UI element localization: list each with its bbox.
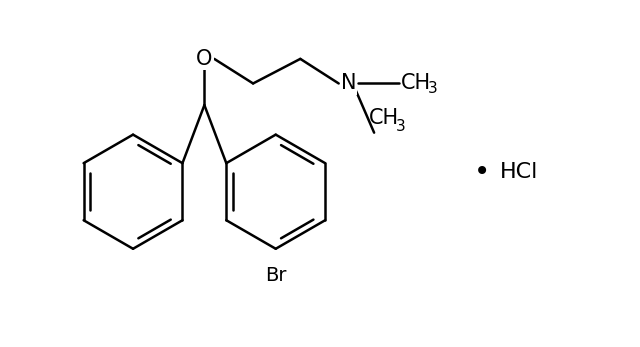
Text: 3: 3 bbox=[428, 81, 438, 96]
Text: •: • bbox=[474, 158, 490, 186]
Text: CH: CH bbox=[369, 108, 399, 128]
Text: 3: 3 bbox=[396, 119, 406, 134]
Text: HCl: HCl bbox=[500, 162, 538, 182]
Text: N: N bbox=[340, 74, 356, 93]
Text: Br: Br bbox=[265, 266, 287, 286]
Text: O: O bbox=[196, 49, 212, 69]
Text: CH: CH bbox=[401, 74, 431, 93]
